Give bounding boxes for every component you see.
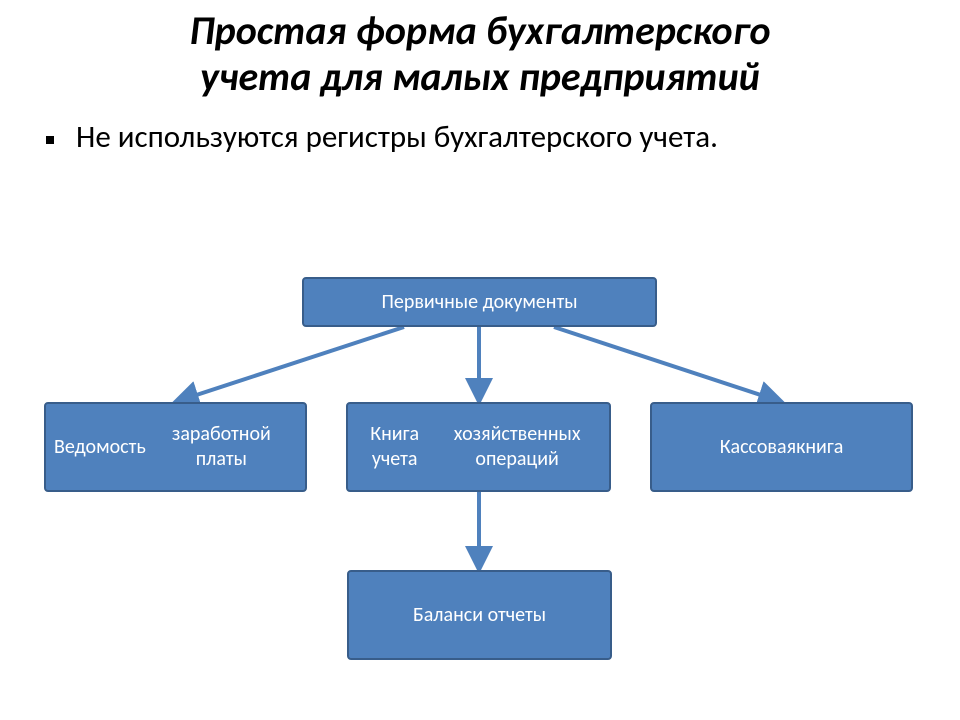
node-primary-line-0: Первичные документы [381,290,577,315]
page-title: Простая форма бухгалтерского учета для м… [0,0,960,100]
node-cashbook-line-1: книга [796,435,843,460]
node-payroll-line-1: заработной платы [146,422,297,472]
bullet-dot-icon [46,136,54,144]
node-balance-line-1: и отчеты [472,603,546,628]
node-payroll-line-0: Ведомость [54,435,146,460]
title-line-2: учета для малых предприятий [200,52,760,101]
node-ledger-line-1: хозяйственных операций [433,422,601,472]
node-cashbook: Кассоваякнига [650,402,913,492]
node-balance-line-0: Баланс [413,603,472,628]
node-ledger-line-0: Книга учета [356,422,433,472]
title-line-1: Простая форма бухгалтерского [189,6,770,55]
bullet-item: Не используются регистры бухгалтерского … [0,118,960,157]
node-ledger: Книга учетахозяйственных операций [346,402,611,492]
node-cashbook-line-0: Кассовая [720,435,796,460]
node-payroll: Ведомостьзаработной платы [44,402,307,492]
edge-primary-to-payroll [175,327,404,402]
edge-primary-to-cashbook [554,327,782,402]
bullet-text: Не используются регистры бухгалтерского … [76,118,718,157]
node-primary: Первичные документы [302,277,657,327]
node-balance: Баланси отчеты [347,570,612,660]
